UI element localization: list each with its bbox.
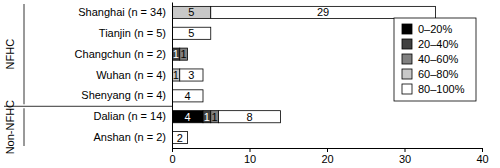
y-tick: Dalian (n = 14) xyxy=(94,110,172,122)
bar-segment xyxy=(172,132,188,144)
x-tick-mark xyxy=(405,148,406,152)
x-tick-label: 20 xyxy=(321,153,333,165)
data-label: 4 xyxy=(184,111,190,123)
x-tick: 40 xyxy=(476,148,488,165)
legend-label: 60–80% xyxy=(418,68,459,80)
y-tick: Tianjin (n = 5) xyxy=(99,27,172,39)
group-separator xyxy=(4,106,172,107)
y-tick: Shenyang (n = 4) xyxy=(81,89,172,101)
legend: 0–20% 20–40% 40–60% 60–80% 80–100% xyxy=(394,18,476,101)
data-label: 1 xyxy=(173,48,179,60)
bar-segment xyxy=(172,69,180,81)
category-label: Changchun (n = 2) xyxy=(75,48,166,60)
legend-label: 0–20% xyxy=(418,23,452,35)
legend-swatch xyxy=(402,54,412,64)
data-label: 29 xyxy=(317,6,329,18)
legend-swatch xyxy=(402,24,412,34)
x-tick-label: 0 xyxy=(169,153,175,165)
y-tick: Shanghai (n = 34) xyxy=(78,6,172,18)
data-label: 4 xyxy=(184,90,190,102)
y-tick: Changchun (n = 2) xyxy=(75,48,172,60)
group-label: Non-NFHC xyxy=(4,100,16,154)
bar-segment xyxy=(172,48,180,60)
data-label: 1 xyxy=(212,111,218,123)
legend-box xyxy=(394,18,476,101)
bar-segment xyxy=(172,27,211,39)
bar-segment xyxy=(180,48,188,60)
x-tick: 0 xyxy=(169,148,175,165)
legend-swatch xyxy=(402,84,412,94)
x-tick-mark xyxy=(482,148,483,152)
category-label: Tianjin (n = 5) xyxy=(99,27,166,39)
y-axis: Shanghai (n = 34) Tianjin (n = 5) Changchu… xyxy=(75,3,173,149)
group-bracket xyxy=(24,108,25,146)
category-label: Shanghai (n = 34) xyxy=(78,6,166,18)
x-tick-label: 40 xyxy=(476,153,488,165)
category-label: Dalian (n = 14) xyxy=(94,110,166,122)
data-label: 3 xyxy=(188,69,194,81)
category-label: Shenyang (n = 4) xyxy=(81,89,166,101)
bar-segment xyxy=(211,111,219,123)
data-label: 1 xyxy=(173,69,179,81)
data-label: 5 xyxy=(188,27,194,39)
bar-segment xyxy=(172,90,203,102)
data-label: 2 xyxy=(177,132,183,144)
legend-swatch xyxy=(402,39,412,49)
legend-label: 20–40% xyxy=(418,38,459,50)
bar-segment xyxy=(203,111,211,123)
x-tick: 20 xyxy=(321,148,333,165)
group-bracket xyxy=(24,4,25,104)
data-label: 5 xyxy=(188,6,194,18)
data-label: 1 xyxy=(204,111,210,123)
bar-segment xyxy=(211,6,436,18)
x-tick: 30 xyxy=(399,148,411,165)
legend-label: 40–60% xyxy=(418,53,459,65)
bar-segment xyxy=(172,6,211,18)
data-label: 1 xyxy=(181,48,187,60)
groups: NFHC Non-NFHC xyxy=(4,4,172,154)
x-tick-mark xyxy=(250,148,251,152)
x-tick-mark xyxy=(327,148,328,152)
x-tick-mark xyxy=(172,148,173,152)
y-axis-line xyxy=(172,3,173,149)
legend-swatch xyxy=(402,69,412,79)
y-tick: Anshan (n = 2) xyxy=(94,131,172,143)
x-axis: 0 10 20 30 40 xyxy=(169,148,488,165)
bar-segment xyxy=(172,111,203,123)
category-label: Wuhan (n = 4) xyxy=(96,69,166,81)
x-tick: 10 xyxy=(244,148,256,165)
data-labels: 52951113441182 xyxy=(173,6,329,143)
x-tick-label: 30 xyxy=(399,153,411,165)
x-tick-label: 10 xyxy=(244,153,256,165)
chart: 52951113441182010203040Shanghai (n = 34)… xyxy=(0,0,500,168)
bar-segment xyxy=(219,111,281,123)
group-label: NFHC xyxy=(4,39,16,70)
data-label: 8 xyxy=(246,111,252,123)
bar-segment xyxy=(180,69,203,81)
category-label: Anshan (n = 2) xyxy=(94,131,166,143)
legend-label: 80–100% xyxy=(418,83,465,95)
x-axis-line xyxy=(173,149,483,153)
y-tick: Wuhan (n = 4) xyxy=(96,69,172,81)
